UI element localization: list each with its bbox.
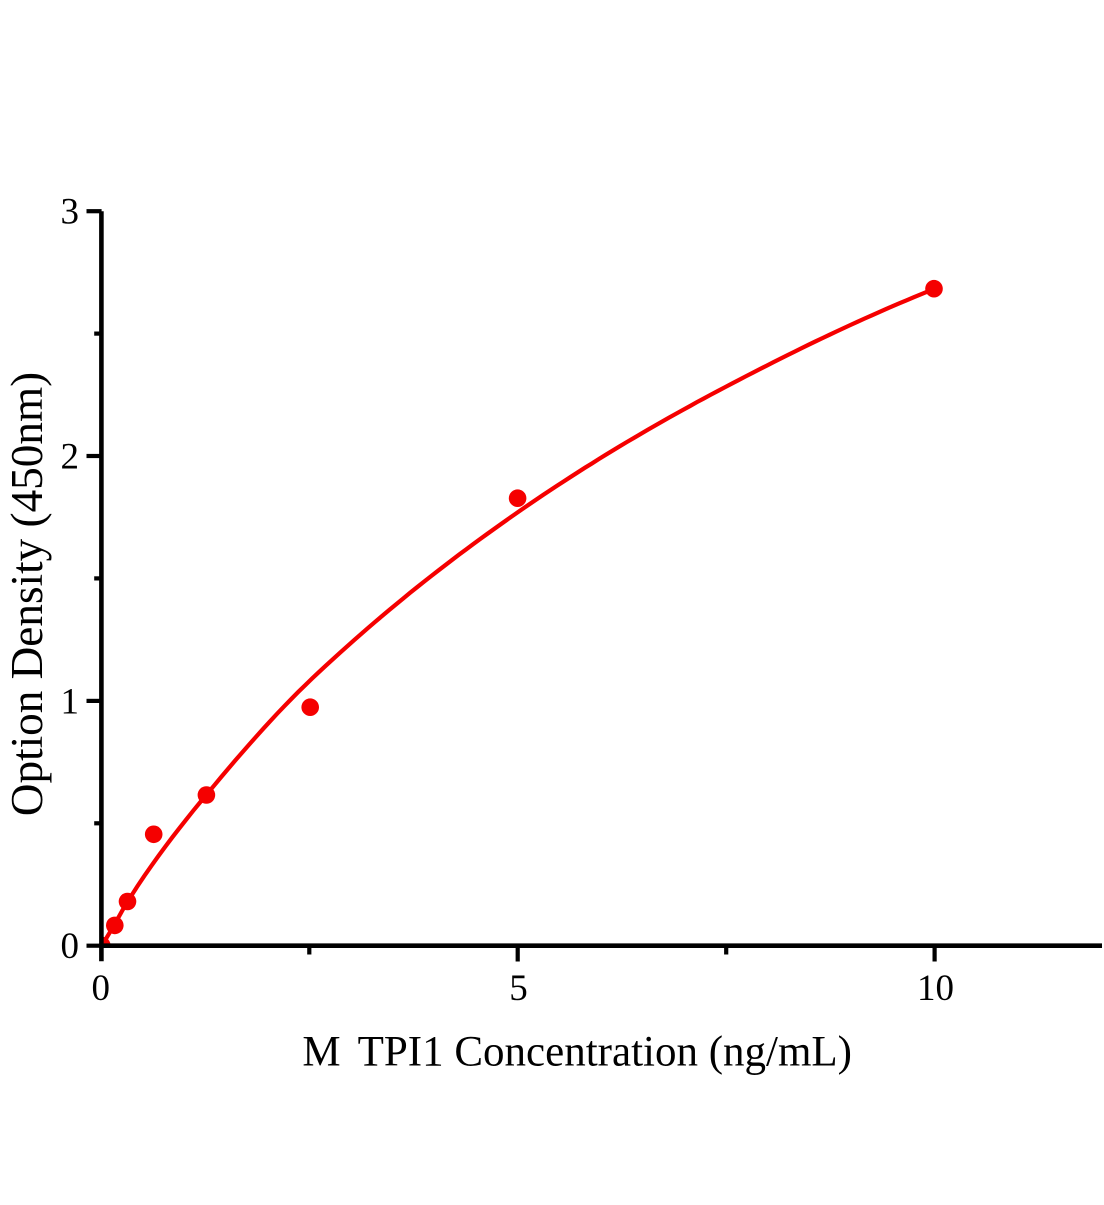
- svg-text:M TPI1 Concentration (ng/mL): M TPI1 Concentration (ng/mL): [302, 1029, 852, 1076]
- svg-text:0: 0: [61, 926, 80, 967]
- svg-text:Option Density (450nm): Option Density (450nm): [2, 372, 52, 816]
- svg-text:5: 5: [509, 968, 528, 1009]
- svg-text:2: 2: [61, 437, 80, 478]
- svg-text:0: 0: [92, 968, 111, 1009]
- svg-text:1: 1: [61, 681, 80, 722]
- svg-text:10: 10: [917, 968, 954, 1009]
- svg-text:3: 3: [61, 192, 80, 233]
